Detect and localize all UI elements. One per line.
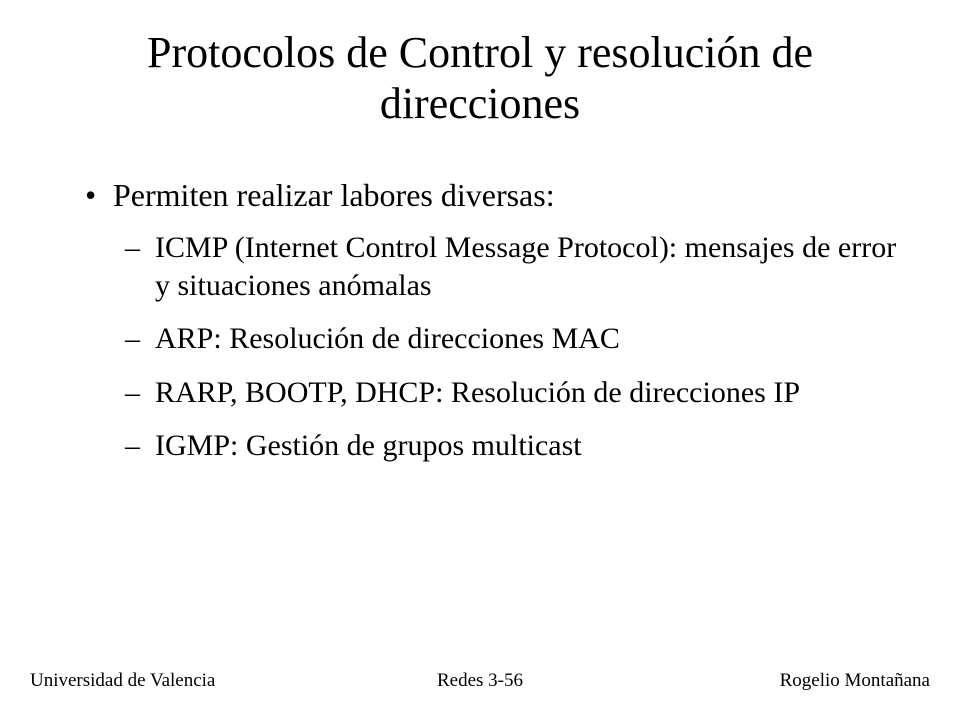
bullet-level2: ARP: Resolución de direcciones MAC — [125, 320, 900, 358]
bullet-level1: Permiten realizar labores diversas: — [85, 175, 900, 215]
slide: Protocolos de Control y resolución de di… — [0, 0, 960, 720]
slide-title: Protocolos de Control y resolución de di… — [60, 28, 900, 129]
footer-right: Rogelio Montañana — [780, 670, 930, 692]
bullet-level2: ICMP (Internet Control Message Protocol)… — [125, 229, 900, 304]
slide-body: Permiten realizar labores diversas: ICMP… — [85, 175, 900, 481]
bullet-level2: IGMP: Gestión de grupos multicast — [125, 427, 900, 465]
bullet-level2: RARP, BOOTP, DHCP: Resolución de direcci… — [125, 374, 900, 412]
